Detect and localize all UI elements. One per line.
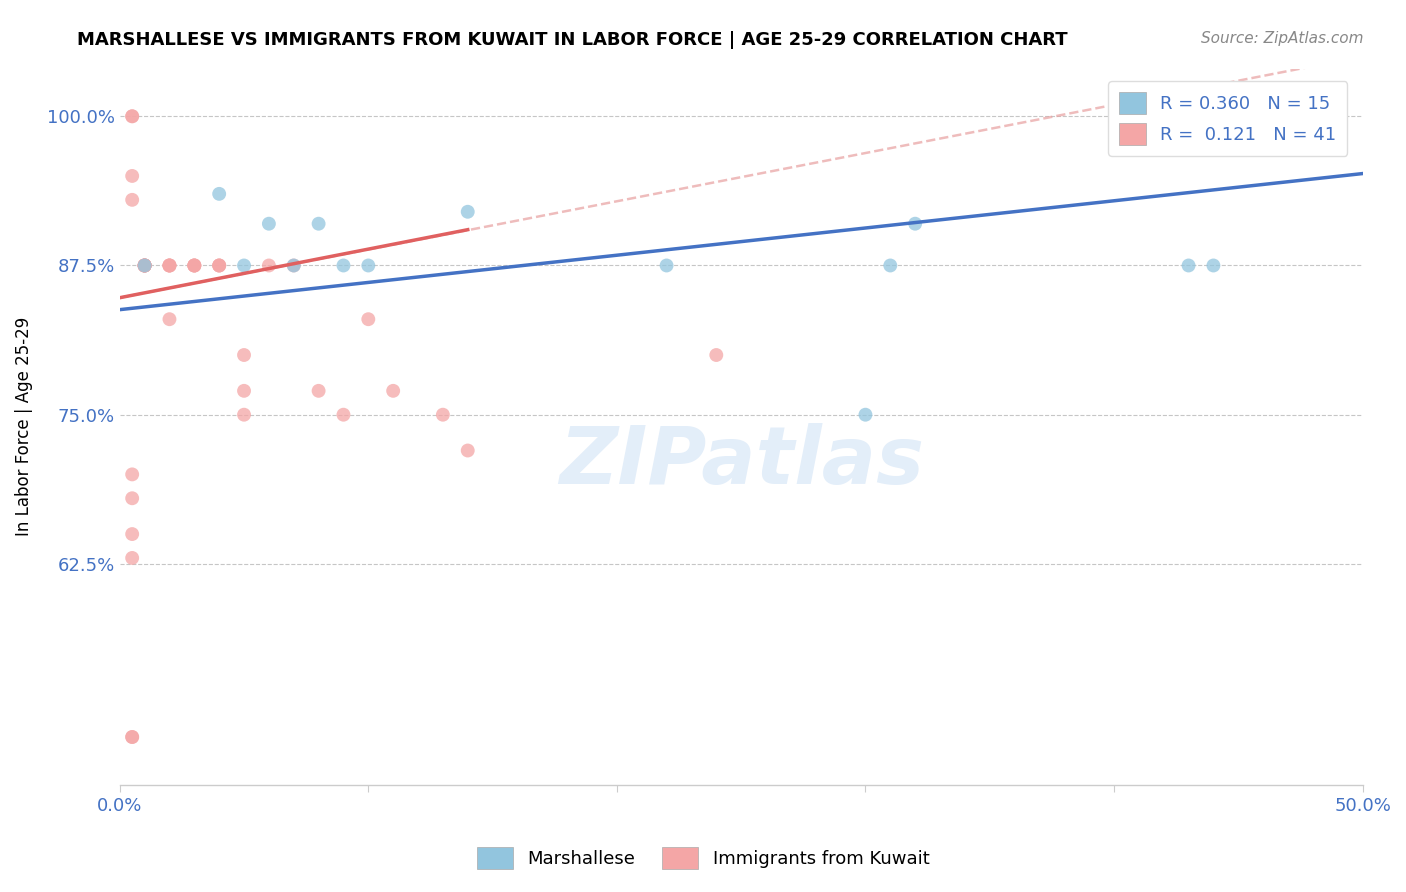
Point — [382, 384, 405, 398]
Point — [1202, 259, 1225, 273]
Point — [457, 443, 479, 458]
Point — [283, 259, 305, 273]
Text: Source: ZipAtlas.com: Source: ZipAtlas.com — [1201, 31, 1364, 46]
Point — [159, 259, 181, 273]
Point — [208, 259, 231, 273]
Point — [159, 259, 181, 273]
Point — [233, 259, 256, 273]
Point — [121, 467, 143, 482]
Point — [457, 204, 479, 219]
Point — [121, 730, 143, 744]
Point — [134, 259, 156, 273]
Point — [134, 259, 156, 273]
Point — [134, 259, 156, 273]
Point — [308, 384, 330, 398]
Point — [208, 259, 231, 273]
Point — [432, 408, 454, 422]
Text: MARSHALLESE VS IMMIGRANTS FROM KUWAIT IN LABOR FORCE | AGE 25-29 CORRELATION CHA: MARSHALLESE VS IMMIGRANTS FROM KUWAIT IN… — [77, 31, 1069, 49]
Legend: Marshallese, Immigrants from Kuwait: Marshallese, Immigrants from Kuwait — [470, 839, 936, 876]
Point — [1177, 259, 1199, 273]
Point — [904, 217, 927, 231]
Point — [134, 259, 156, 273]
Point — [357, 312, 380, 326]
Text: ZIPatlas: ZIPatlas — [558, 424, 924, 501]
Point — [308, 217, 330, 231]
Point — [121, 551, 143, 566]
Point — [134, 259, 156, 273]
Point — [879, 259, 901, 273]
Point — [121, 491, 143, 506]
Point — [183, 259, 205, 273]
Point — [233, 408, 256, 422]
Point — [121, 169, 143, 183]
Legend: R = 0.360   N = 15, R =  0.121   N = 41: R = 0.360 N = 15, R = 0.121 N = 41 — [1108, 81, 1347, 156]
Point — [332, 259, 354, 273]
Point — [332, 408, 354, 422]
Point — [208, 186, 231, 201]
Point — [357, 259, 380, 273]
Point — [121, 730, 143, 744]
Y-axis label: In Labor Force | Age 25-29: In Labor Force | Age 25-29 — [15, 317, 32, 536]
Point — [121, 109, 143, 123]
Point — [134, 259, 156, 273]
Point — [655, 259, 678, 273]
Point — [257, 259, 280, 273]
Point — [121, 193, 143, 207]
Point — [121, 527, 143, 541]
Point — [134, 259, 156, 273]
Point — [121, 109, 143, 123]
Point — [159, 312, 181, 326]
Point — [208, 259, 231, 273]
Point — [159, 259, 181, 273]
Point — [283, 259, 305, 273]
Point — [183, 259, 205, 273]
Point — [183, 259, 205, 273]
Point — [159, 259, 181, 273]
Point — [704, 348, 727, 362]
Point — [233, 384, 256, 398]
Point — [855, 408, 877, 422]
Point — [183, 259, 205, 273]
Point — [257, 217, 280, 231]
Point — [233, 348, 256, 362]
Point — [134, 259, 156, 273]
